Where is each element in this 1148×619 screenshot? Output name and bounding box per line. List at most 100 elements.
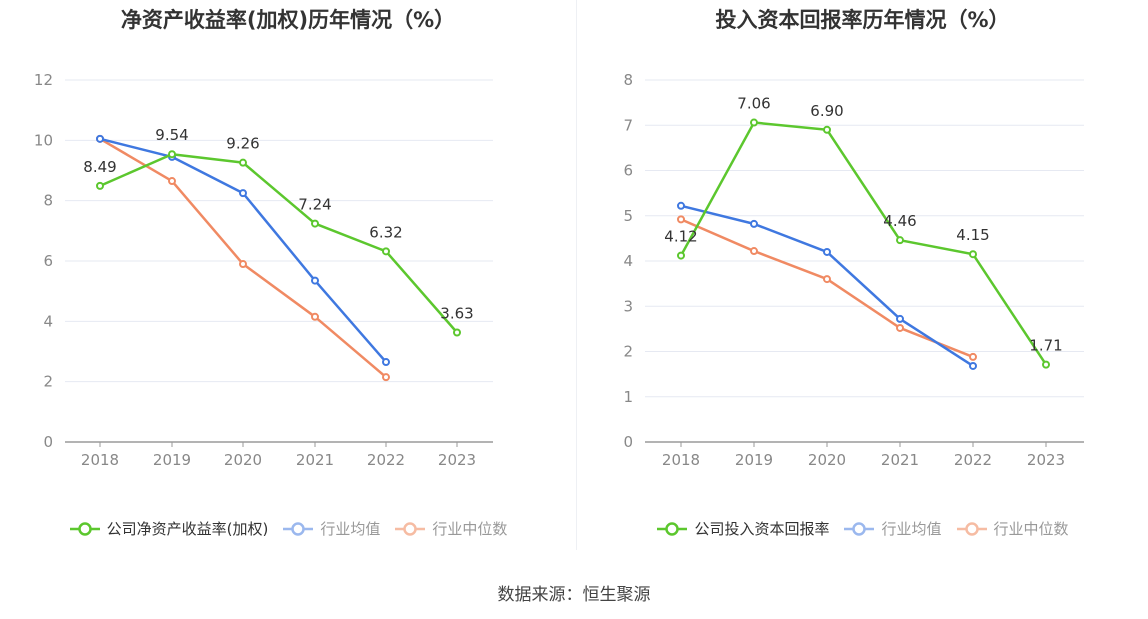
data-point (453, 328, 461, 337)
x-tick-label: 2018 (662, 451, 700, 469)
data-label: 6.90 (810, 102, 843, 120)
y-tick-label: 4 (43, 312, 53, 330)
y-tick-label: 6 (623, 162, 633, 180)
legend-line-icon (956, 521, 987, 536)
y-tick-label: 2 (623, 343, 633, 361)
chart-legend: 公司投入资本回报率 行业均值 行业中位数 (577, 518, 1148, 539)
series-line-company (679, 121, 1048, 366)
x-tick-label: 2021 (881, 451, 919, 469)
x-tick-label: 2023 (1027, 451, 1065, 469)
data-point (168, 150, 176, 159)
data-label: 4.46 (883, 212, 916, 230)
y-tick-label: 12 (34, 71, 53, 89)
data-point (896, 323, 904, 332)
y-tick-label: 8 (43, 192, 53, 210)
legend-item-industry-median[interactable]: 行业中位数 (394, 518, 507, 539)
data-label: 4.12 (664, 228, 697, 246)
data-point (969, 352, 977, 361)
x-tick-label: 2018 (81, 451, 119, 469)
data-point (896, 236, 904, 245)
data-source: 数据来源：恒生聚源 (497, 585, 651, 605)
series-line-industry_median (99, 137, 387, 379)
y-tick-label: 3 (623, 297, 633, 315)
data-point (750, 247, 758, 256)
y-tick-label: 1 (623, 388, 633, 406)
y-tick-label: 10 (34, 131, 53, 149)
data-point (969, 250, 977, 259)
legend-label: 公司净资产收益率(加权) (106, 520, 269, 538)
data-point (168, 177, 176, 186)
data-point (382, 247, 390, 256)
data-point (96, 181, 104, 190)
series-line-company (99, 152, 458, 334)
data-point (311, 312, 319, 321)
x-tick-label: 2022 (954, 451, 992, 469)
data-label: 4.15 (956, 226, 989, 244)
data-point (823, 275, 831, 284)
legend-line-icon (69, 521, 100, 536)
x-tick-label: 2021 (296, 451, 334, 469)
chart-legend: 公司净资产收益率(加权) 行业均值 行业中位数 (0, 518, 576, 539)
series-line-industry_avg (99, 137, 387, 363)
legend-item-industry-avg[interactable]: 行业均值 (282, 518, 380, 539)
y-tick-label: 0 (623, 433, 633, 451)
data-point (311, 276, 319, 285)
data-label: 9.54 (155, 126, 188, 144)
data-point (969, 361, 977, 370)
y-tick-label: 5 (623, 207, 633, 225)
legend-line-icon (657, 521, 688, 536)
legend-item-company[interactable]: 公司净资产收益率(加权) (69, 518, 269, 539)
data-point (382, 358, 390, 367)
data-label: 8.49 (83, 158, 116, 176)
panel-divider (576, 0, 577, 550)
data-point (239, 189, 247, 198)
legend-label: 行业均值 (320, 520, 381, 538)
data-point (239, 260, 247, 269)
data-point (823, 125, 831, 134)
data-point (677, 201, 685, 210)
roic-line-chart: 0 1 2 3 4 5 6 7 8 2018 2019 2020 2021 2022 2023 4.12 7.0… (623, 71, 1084, 469)
data-label: 6.32 (369, 223, 402, 241)
data-point (677, 251, 685, 260)
y-tick-label: 6 (43, 252, 53, 270)
data-label: 9.26 (226, 135, 259, 153)
data-point (823, 247, 831, 256)
y-tick-label: 8 (623, 71, 633, 89)
y-tick-label: 2 (43, 373, 53, 391)
series-line-industry_avg (680, 204, 974, 368)
data-point (1042, 360, 1050, 369)
chart-title: 投入资本回报率历年情况（%） (715, 8, 1010, 32)
data-point (750, 118, 758, 127)
legend-label: 行业中位数 (432, 520, 508, 538)
roe-line-chart: 0 2 4 6 8 10 12 2018 2019 2020 2021 2022 2023 8.49 9.5… (34, 71, 493, 469)
x-tick-label: 2022 (367, 451, 405, 469)
legend-line-icon (844, 521, 875, 536)
x-tick-label: 2019 (735, 451, 773, 469)
data-point (750, 219, 758, 228)
legend-line-icon (283, 521, 314, 536)
data-point (96, 134, 104, 143)
legend-label: 行业中位数 (993, 520, 1069, 538)
x-tick-label: 2020 (808, 451, 846, 469)
data-point (677, 215, 685, 224)
data-label: 1.71 (1029, 337, 1062, 355)
legend-line-icon (395, 521, 426, 536)
roic-chart-panel: 投入资本回报率历年情况（%） 0 1 2 3 4 5 6 7 8 2018 2019 2020 2021… (577, 0, 1148, 550)
x-tick-label: 2019 (153, 451, 191, 469)
x-tick-label: 2023 (438, 451, 476, 469)
legend-item-company[interactable]: 公司投入资本回报率 (656, 518, 829, 539)
data-point (239, 158, 247, 167)
y-tick-label: 7 (623, 116, 633, 134)
data-label: 7.06 (737, 95, 770, 113)
data-label: 3.63 (440, 304, 473, 322)
legend-item-industry-median[interactable]: 行业中位数 (956, 518, 1069, 539)
legend-label: 公司投入资本回报率 (694, 520, 830, 538)
x-tick-label: 2020 (224, 451, 262, 469)
chart-title: 净资产收益率(加权)历年情况（%） (120, 8, 456, 32)
y-tick-label: 4 (623, 252, 633, 270)
legend-item-industry-avg[interactable]: 行业均值 (843, 518, 942, 539)
legend-label: 行业均值 (881, 520, 942, 538)
data-point (896, 314, 904, 323)
data-label: 7.24 (298, 196, 331, 214)
data-point (382, 373, 390, 382)
